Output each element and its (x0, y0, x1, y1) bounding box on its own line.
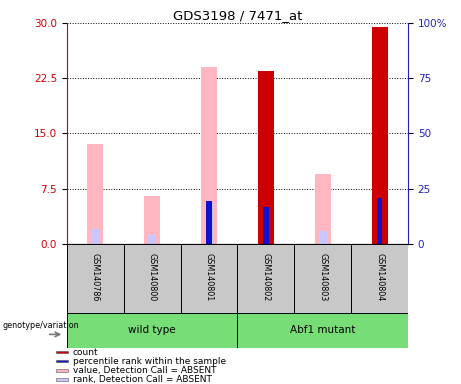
Bar (258, 71, 274, 244)
Bar (67, 313, 237, 348)
Bar (56, 351, 68, 353)
Bar (91, 229, 99, 244)
Bar (205, 204, 213, 244)
Bar (237, 313, 408, 348)
Bar (201, 67, 217, 244)
Text: percentile rank within the sample: percentile rank within the sample (73, 357, 226, 366)
Bar (315, 174, 331, 244)
Bar (124, 244, 181, 313)
Text: GSM140804: GSM140804 (375, 253, 384, 301)
Text: GSM140803: GSM140803 (318, 253, 327, 301)
Bar (87, 144, 103, 244)
Text: GSM140800: GSM140800 (148, 253, 157, 301)
Text: wild type: wild type (128, 325, 176, 335)
Bar (56, 369, 68, 372)
Bar (67, 244, 124, 313)
Text: genotype/variation: genotype/variation (3, 321, 79, 329)
Bar (148, 235, 156, 244)
Bar (319, 230, 327, 244)
Bar (263, 207, 269, 244)
Bar (144, 196, 160, 244)
Bar (372, 27, 388, 244)
Text: count: count (73, 348, 99, 357)
Text: GSM140802: GSM140802 (261, 253, 270, 301)
Bar (206, 201, 212, 244)
Bar (351, 244, 408, 313)
Text: GSM140786: GSM140786 (91, 253, 100, 301)
Text: GSM140801: GSM140801 (205, 253, 213, 301)
Title: GDS3198 / 7471_at: GDS3198 / 7471_at (173, 9, 302, 22)
Bar (294, 244, 351, 313)
Text: rank, Detection Call = ABSENT: rank, Detection Call = ABSENT (73, 375, 212, 384)
Text: Abf1 mutant: Abf1 mutant (290, 325, 355, 335)
Bar (56, 360, 68, 362)
Text: value, Detection Call = ABSENT: value, Detection Call = ABSENT (73, 366, 216, 375)
Bar (181, 244, 237, 313)
Bar (237, 244, 294, 313)
Bar (56, 378, 68, 381)
Bar (377, 198, 382, 244)
